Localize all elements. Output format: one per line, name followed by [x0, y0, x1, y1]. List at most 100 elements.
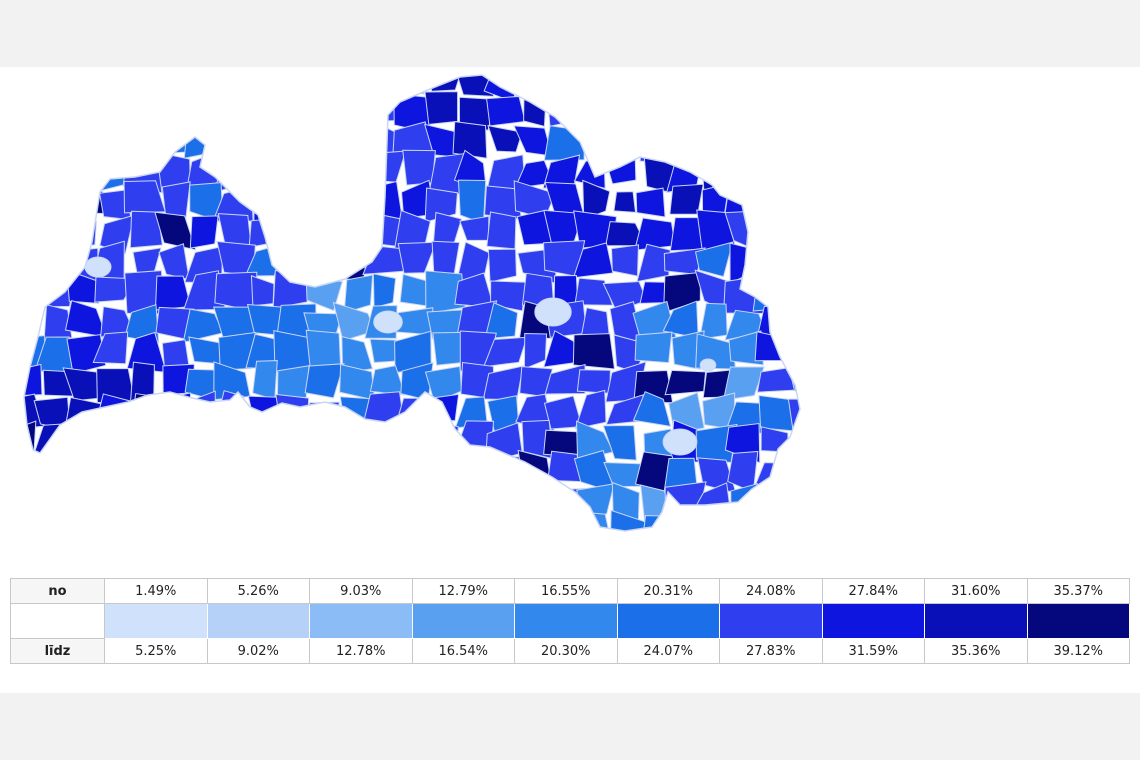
municipality-region[interactable]	[339, 363, 376, 401]
municipality-region[interactable]	[35, 182, 76, 218]
municipality-region[interactable]	[664, 369, 707, 396]
municipality-region[interactable]	[546, 89, 580, 127]
municipality-region[interactable]	[213, 460, 253, 494]
municipality-region[interactable]	[786, 126, 821, 158]
municipality-region[interactable]	[217, 481, 250, 518]
municipality-region[interactable]	[124, 428, 167, 462]
municipality-region[interactable]	[92, 481, 133, 524]
municipality-region[interactable]	[190, 429, 225, 460]
municipality-region[interactable]	[34, 212, 70, 248]
municipality-region[interactable]	[272, 67, 310, 101]
municipality-region[interactable]	[487, 124, 523, 153]
municipality-region[interactable]	[608, 67, 648, 102]
municipality-region[interactable]	[244, 510, 283, 547]
municipality-region[interactable]	[756, 243, 795, 278]
municipality-region[interactable]	[663, 271, 701, 314]
municipality-region[interactable]	[33, 102, 75, 127]
municipality-region[interactable]	[335, 458, 374, 494]
municipality-region[interactable]	[699, 358, 717, 372]
municipality-region[interactable]	[790, 99, 823, 133]
municipality-region[interactable]	[755, 67, 791, 98]
municipality-region[interactable]	[8, 279, 46, 307]
municipality-region[interactable]	[338, 150, 373, 190]
municipality-region[interactable]	[95, 510, 126, 550]
municipality-region[interactable]	[156, 392, 192, 432]
municipality-region[interactable]	[250, 275, 275, 307]
municipality-region[interactable]	[245, 484, 286, 525]
municipality-region[interactable]	[486, 95, 526, 127]
municipality-region[interactable]	[218, 331, 256, 371]
municipality-region[interactable]	[7, 210, 41, 245]
municipality-region[interactable]	[634, 331, 673, 364]
municipality-region[interactable]	[3, 363, 43, 397]
municipality-region[interactable]	[64, 93, 108, 134]
municipality-region[interactable]	[100, 457, 136, 494]
municipality-region[interactable]	[424, 187, 459, 223]
municipality-region[interactable]	[425, 421, 459, 463]
municipality-region[interactable]	[634, 217, 676, 251]
municipality-region[interactable]	[722, 366, 765, 401]
municipality-region[interactable]	[342, 188, 372, 221]
municipality-region[interactable]	[188, 67, 224, 100]
municipality-region[interactable]	[432, 488, 461, 523]
municipality-region[interactable]	[123, 67, 159, 104]
municipality-region[interactable]	[487, 248, 517, 283]
municipality-region[interactable]	[64, 67, 107, 105]
municipality-region[interactable]	[512, 510, 556, 553]
municipality-region[interactable]	[432, 511, 460, 548]
municipality-region[interactable]	[670, 512, 695, 553]
municipality-region[interactable]	[84, 256, 112, 278]
municipality-region[interactable]	[400, 514, 435, 549]
municipality-region[interactable]	[252, 360, 278, 401]
municipality-region[interactable]	[362, 245, 406, 275]
municipality-region[interactable]	[373, 310, 403, 334]
municipality-region[interactable]	[488, 482, 518, 525]
municipality-region[interactable]	[189, 215, 219, 249]
municipality-region[interactable]	[244, 458, 286, 489]
municipality-region[interactable]	[727, 160, 758, 194]
municipality-region[interactable]	[304, 363, 345, 399]
municipality-region[interactable]	[302, 67, 342, 105]
municipality-region[interactable]	[574, 277, 614, 306]
municipality-region[interactable]	[582, 179, 611, 221]
municipality-region[interactable]	[92, 419, 137, 462]
municipality-region[interactable]	[332, 513, 374, 553]
municipality-region[interactable]	[734, 89, 757, 125]
municipality-region[interactable]	[663, 89, 708, 130]
municipality-region[interactable]	[183, 456, 227, 490]
municipality-region[interactable]	[274, 213, 311, 253]
municipality-region[interactable]	[784, 157, 823, 193]
municipality-region[interactable]	[662, 428, 698, 456]
municipality-region[interactable]	[217, 419, 248, 463]
municipality-region[interactable]	[99, 214, 135, 255]
municipality-region[interactable]	[219, 120, 257, 160]
municipality-region[interactable]	[158, 243, 190, 281]
municipality-region[interactable]	[102, 127, 136, 163]
municipality-region[interactable]	[572, 242, 614, 279]
municipality-region[interactable]	[33, 510, 76, 541]
municipality-region[interactable]	[574, 389, 607, 430]
municipality-region[interactable]	[63, 458, 105, 488]
municipality-region[interactable]	[334, 210, 373, 246]
municipality-region[interactable]	[578, 67, 617, 100]
municipality-region[interactable]	[572, 99, 615, 132]
municipality-region[interactable]	[251, 126, 278, 160]
municipality-region[interactable]	[609, 509, 648, 552]
municipality-region[interactable]	[635, 187, 666, 218]
municipality-region[interactable]	[345, 122, 368, 161]
municipality-region[interactable]	[752, 270, 797, 312]
municipality-region[interactable]	[572, 333, 616, 370]
municipality-region[interactable]	[161, 91, 189, 134]
municipality-region[interactable]	[486, 211, 517, 250]
municipality-region[interactable]	[32, 242, 73, 284]
municipality-region[interactable]	[363, 391, 405, 424]
municipality-region[interactable]	[159, 483, 192, 521]
municipality-region[interactable]	[397, 241, 437, 274]
municipality-region[interactable]	[639, 129, 674, 163]
municipality-region[interactable]	[154, 211, 197, 251]
municipality-region[interactable]	[155, 422, 194, 463]
municipality-region[interactable]	[482, 336, 528, 368]
municipality-region[interactable]	[248, 217, 281, 248]
municipality-region[interactable]	[728, 132, 764, 163]
municipality-region[interactable]	[370, 451, 402, 490]
